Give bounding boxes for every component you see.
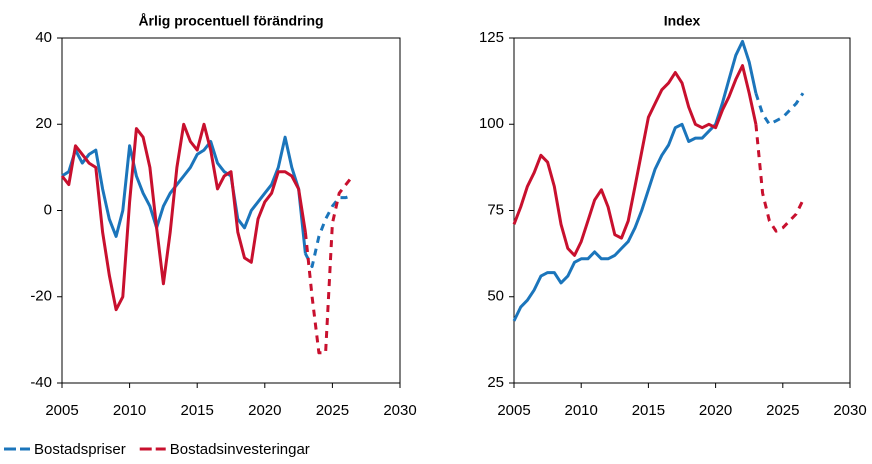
y-tick-label: 20: [35, 115, 52, 132]
y-tick-label: 125: [479, 29, 504, 46]
y-tick-label: -40: [30, 374, 52, 391]
x-tick-label: 2010: [113, 402, 146, 419]
x-tick-label: 2025: [766, 402, 799, 419]
plot-frame: [61, 37, 401, 384]
y-tick-label: 50: [487, 288, 504, 305]
y-tick-label: 100: [479, 115, 504, 132]
series-line: [304, 193, 354, 269]
legend-label: Bostadspriser: [34, 441, 126, 458]
series-line: [512, 64, 758, 257]
x-tick-label: 2015: [181, 402, 214, 419]
y-tick-label: 0: [44, 201, 52, 218]
x-tick-label: 2025: [316, 402, 349, 419]
x-tick-label: 2020: [699, 402, 732, 419]
x-tick-label: 2030: [833, 402, 866, 419]
y-tick-label: 40: [35, 29, 52, 46]
x-tick-label: 2015: [632, 402, 665, 419]
chart-title: Index: [664, 13, 701, 29]
x-tick-label: 2005: [497, 402, 530, 419]
plot-frame: [513, 37, 851, 384]
y-tick-label: 75: [487, 201, 504, 218]
chart-title: Årlig procentuell förändring: [138, 13, 323, 29]
y-tick-label: -20: [30, 288, 52, 305]
legend-label: Bostadsinvesteringar: [170, 441, 310, 458]
series-line: [60, 122, 307, 312]
x-tick-label: 2005: [45, 402, 78, 419]
series-line: [754, 92, 805, 126]
x-tick-label: 2010: [565, 402, 598, 419]
series-line: [61, 135, 307, 254]
x-tick-label: 2020: [248, 402, 281, 419]
y-tick-label: 25: [487, 374, 504, 391]
x-tick-label: 2030: [383, 402, 416, 419]
series-line: [754, 124, 805, 233]
